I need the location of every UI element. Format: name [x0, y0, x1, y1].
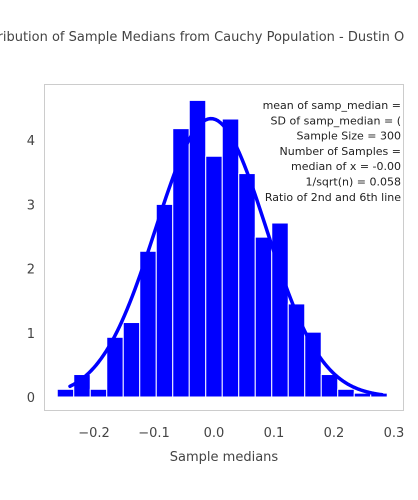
- histogram-bar: [221, 118, 240, 398]
- histogram-bar: [337, 388, 355, 398]
- annotation-box: mean of samp_median = SD of samp_median =…: [263, 99, 402, 204]
- histogram-bar: [254, 236, 273, 398]
- histogram-bar: [304, 331, 322, 398]
- histogram-bar: [56, 388, 75, 398]
- y-tick-label: 0: [27, 391, 35, 406]
- y-tick-label: 3: [27, 198, 35, 213]
- y-tick-label: 4: [27, 134, 35, 149]
- x-axis: −0.2 −0.1 0.0 0.1 0.2 0.3: [78, 426, 404, 441]
- y-tick-label: 2: [27, 263, 35, 278]
- histogram-bar: [188, 99, 207, 398]
- histogram-bar: [320, 374, 339, 398]
- histogram-bar: [89, 388, 108, 398]
- x-axis-title: Sample medians: [170, 450, 279, 465]
- histogram-bar: [155, 203, 174, 398]
- annotation-line: 1/sqrt(n) = 0.058: [305, 176, 401, 189]
- bars-layer: [56, 99, 388, 398]
- x-tick-label: −0.2: [78, 426, 110, 441]
- annotation-line: mean of samp_median =: [263, 99, 401, 112]
- histogram-bar: [205, 155, 223, 398]
- plot-frame: [44, 84, 404, 411]
- y-axis: 0 1 2 3 4: [27, 134, 35, 406]
- x-tick-label: 0.3: [384, 426, 405, 441]
- x-tick-label: 0.1: [264, 426, 285, 441]
- x-tick-label: 0.0: [204, 426, 225, 441]
- chart-title-text: Distribution of Sample Medians from Cauc…: [0, 30, 405, 45]
- y-tick-label: 1: [27, 327, 35, 342]
- histogram-bar: [238, 173, 256, 398]
- annotation-line: Ratio of 2nd and 6th line: [265, 191, 401, 204]
- annotation-line: median of x = -0.00: [291, 160, 401, 173]
- histogram-bar: [122, 322, 141, 398]
- chart-title: Distribution of Sample Medians from Cauc…: [0, 30, 418, 50]
- density-curve: [68, 116, 384, 397]
- histogram-bar: [287, 303, 306, 398]
- annotation-line: Sample Size = 300: [296, 130, 401, 143]
- x-tick-label: 0.2: [324, 426, 345, 441]
- annotation-line: SD of samp_median = (: [271, 114, 401, 127]
- x-tick-label: −0.1: [138, 426, 170, 441]
- annotation-line: Number of Samples =: [280, 145, 401, 158]
